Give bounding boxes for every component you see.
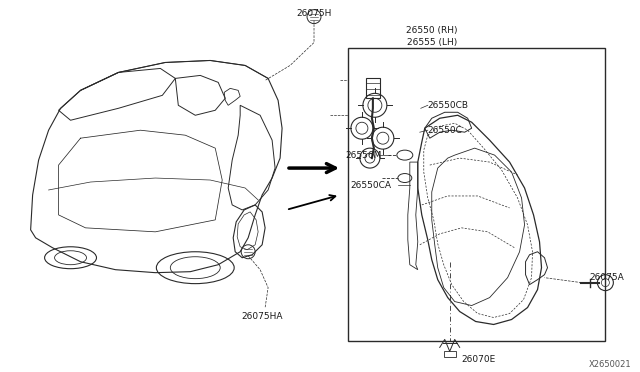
Text: 26075H: 26075H [296,9,332,17]
Text: 26550C: 26550C [428,126,463,135]
Text: 26556M: 26556M [345,151,381,160]
Text: 26070E: 26070E [461,355,496,364]
Text: 26075HA: 26075HA [241,311,283,321]
Bar [444,352,456,357]
Text: 26075A: 26075A [589,273,624,282]
Bar [366,78,380,98]
Text: 26550CB: 26550CB [428,101,468,110]
Bar [348,48,605,341]
Text: 26550CA: 26550CA [350,180,391,189]
Text: 26550 (RH): 26550 (RH) [406,26,458,35]
Text: X2650021: X2650021 [589,360,631,369]
Text: 26555 (LH): 26555 (LH) [406,38,457,47]
